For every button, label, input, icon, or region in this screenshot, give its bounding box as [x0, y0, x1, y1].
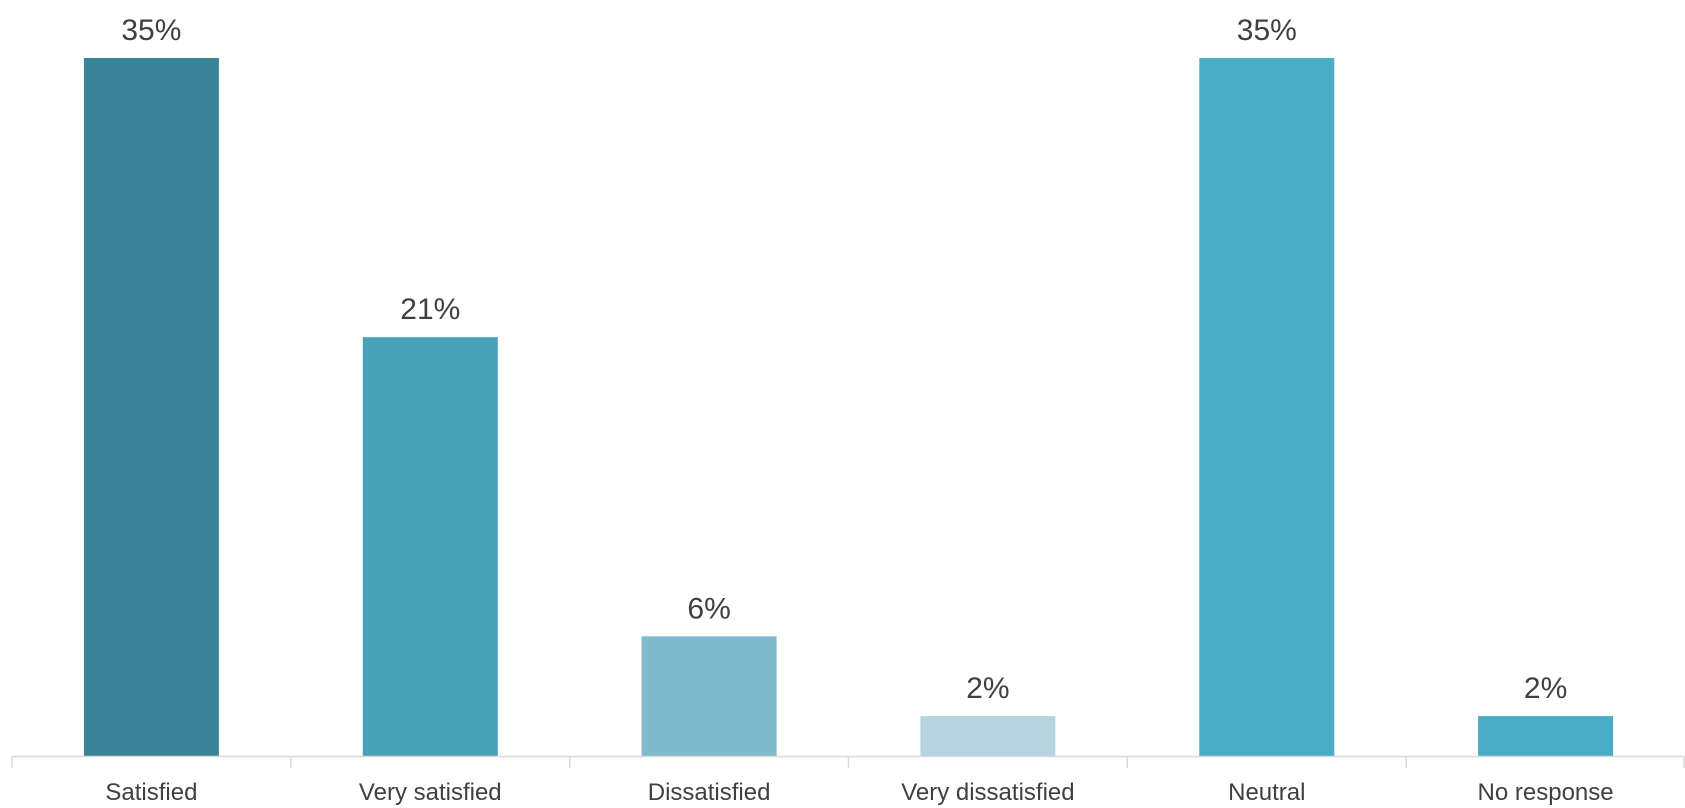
- data-label-neutral: 35%: [1237, 14, 1297, 47]
- data-label-satisfied: 35%: [121, 14, 181, 47]
- bar-very-dissatisfied: [920, 716, 1056, 756]
- x-axis: [11, 755, 1685, 768]
- bar-very-satisfied: [362, 337, 498, 756]
- category-label-no-response: No response: [1478, 779, 1614, 806]
- value-labels-group: 35% 21% 6% 2% 35% 2%: [121, 14, 1567, 705]
- bars-group: [83, 58, 1614, 756]
- category-label-very-dissatisfied: Very dissatisfied: [901, 779, 1074, 806]
- bar-neutral: [1199, 58, 1335, 756]
- category-label-neutral: Neutral: [1228, 779, 1305, 806]
- category-label-dissatisfied: Dissatisfied: [648, 779, 771, 806]
- data-label-very-dissatisfied: 2%: [966, 672, 1009, 705]
- data-label-dissatisfied: 6%: [687, 592, 730, 625]
- bar-no-response: [1478, 716, 1614, 756]
- bar-dissatisfied: [641, 636, 777, 756]
- bar-satisfied: [83, 58, 219, 756]
- data-label-very-satisfied: 21%: [400, 293, 460, 326]
- category-label-very-satisfied: Very satisfied: [359, 779, 502, 806]
- category-labels-group: Satisfied Very satisfied Dissatisfied Very …: [105, 779, 1613, 806]
- category-label-satisfied: Satisfied: [105, 779, 197, 806]
- data-label-no-response: 2%: [1524, 672, 1567, 705]
